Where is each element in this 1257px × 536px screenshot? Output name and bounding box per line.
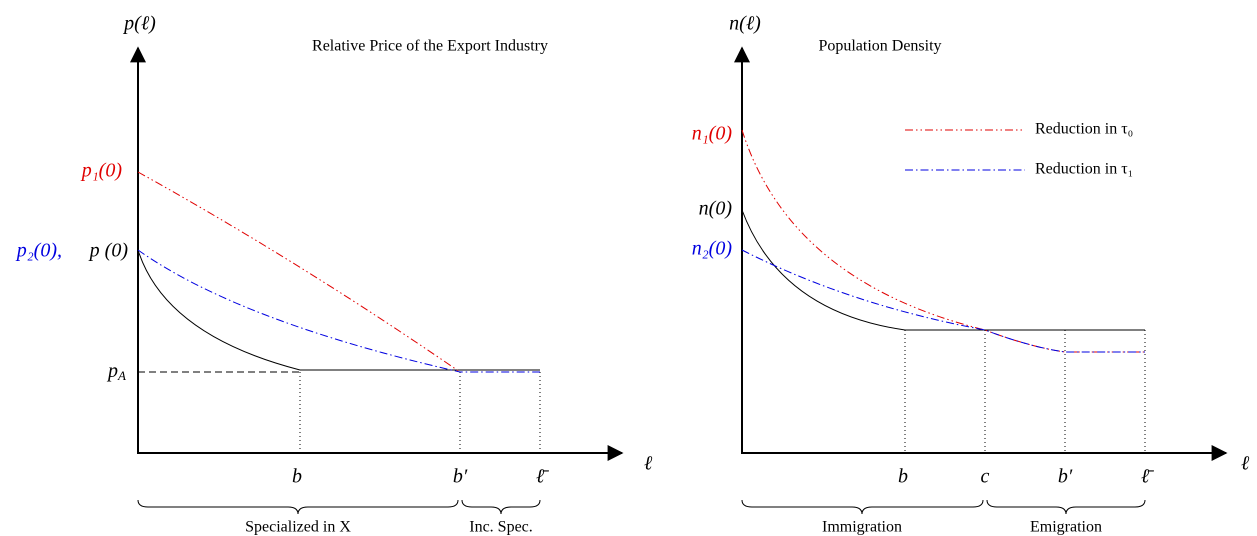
x-tick-label: c [981,466,990,488]
y-label: p(ℓ) [122,13,156,35]
x-label: ℓ [644,453,653,475]
x-tick-label: b′ [1058,466,1073,488]
x-tick-label: b [898,466,908,488]
guides [299,372,541,453]
x-tick-label: b [292,466,302,488]
blue-curve [137,249,540,373]
brace [461,499,541,515]
x-tick-label: ℓ̄ [1141,466,1154,488]
title: Relative Price of the Export Industry [312,38,548,55]
left-panel: p(ℓ) Relative Price of the Export Indust… [15,13,653,536]
x-tick-label: ℓ̄ [536,466,549,488]
brace [986,499,1146,515]
right-panel: n(ℓ) Population Density Reduction in τ₀ … [692,13,1250,536]
guides [904,330,1146,453]
y-label: n(ℓ) [729,13,761,35]
legend-label: Reduction in τ₀ [1035,121,1133,138]
brace-label: Inc. Spec. [469,519,533,536]
red-curve [137,171,461,373]
n1-label: n₁(0) [692,123,733,145]
x-label: ℓ [1241,453,1250,475]
n2-label: n₂(0) [692,238,733,260]
brace [137,499,459,515]
x-tick-label: b′ [453,466,468,488]
baseline-curve [137,249,540,371]
brace [741,499,984,515]
pa-label: pA [106,360,126,383]
brace-label: Immigration [822,519,902,536]
n0-label: n(0) [699,198,733,220]
blue-curve [741,249,1145,353]
title: Population Density [818,38,941,55]
p0-label: p (0) [88,240,129,262]
p1-label: p₁(0) [80,160,123,182]
brace-label: Emigration [1030,519,1102,536]
pa-sub: A [117,368,126,383]
p2-label: p₂(0), [15,240,62,262]
brace-label: Specialized in X [245,519,351,536]
baseline-curve [741,209,1145,331]
legend-label: Reduction in τ₁ [1035,161,1133,178]
pa-base: p [106,360,118,382]
